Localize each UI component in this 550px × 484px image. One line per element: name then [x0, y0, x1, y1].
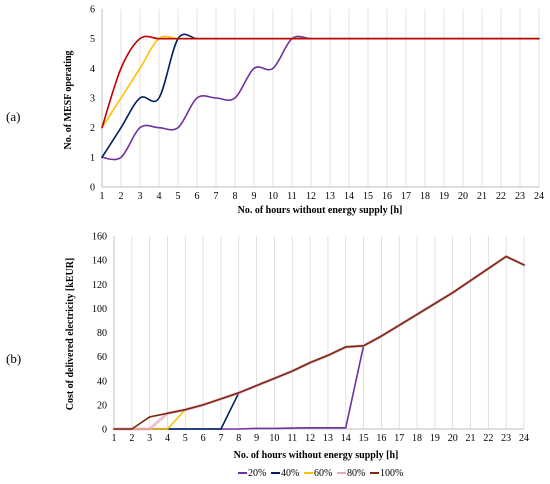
chart-b-y-tick-label: 40: [97, 376, 107, 387]
chart-b-x-tick-label: 19: [430, 433, 440, 444]
chart-b-x-tick-label: 1: [112, 433, 117, 444]
chart-a-x-tick-label: 18: [420, 191, 430, 202]
chart-b-x-tick-label: 14: [341, 433, 351, 444]
chart-b-x-tick-label: 7: [218, 433, 223, 444]
chart-b-x-tick-label: 24: [519, 433, 529, 444]
chart-a-series-line-3: [101, 35, 540, 129]
chart-a-y-tick-label: 3: [90, 94, 95, 105]
chart-b-y-tick-label: 80: [97, 328, 107, 339]
chart-a-x-tick-label: 14: [344, 191, 354, 202]
chart-b-x-tick-label: 12: [305, 433, 315, 444]
chart-a-x-tick-label: 6: [195, 191, 200, 202]
chart-a-y-tick-label: 1: [90, 153, 95, 164]
chart-b: 1 2 3 4 5 6 7 8 9 10 11 12 13 14 15 16 17 18 19 20 21 22 23 240…: [92, 232, 529, 445]
chart-b-x-tick-label: 8: [236, 433, 241, 444]
chart-a-x-tick-label: 10: [268, 191, 278, 202]
chart-a-x-tick-label: 9: [252, 191, 257, 202]
chart-a-y-axis-title: No. of MESF operating: [63, 50, 74, 149]
chart-a-x-tick-label: 24: [534, 191, 544, 202]
chart-a-x-tick-label: 7: [214, 191, 219, 202]
chart-b-x-tick-label: 15: [359, 433, 369, 444]
chart-b-y-axis-title: Cost of delivered electricity [kEUR]: [65, 258, 76, 411]
legend-label: 80%: [347, 468, 365, 479]
chart-b-x-tick-label: 17: [394, 433, 404, 444]
chart-a-x-tick-label: 19: [439, 191, 449, 202]
chart-a-y-tick-label: 4: [90, 64, 95, 75]
chart-a-x-tick-label: 11: [287, 191, 297, 202]
chart-a-x-tick-label: 13: [325, 191, 335, 202]
chart-b-x-tick-label: 16: [376, 433, 386, 444]
chart-a-y-tick-label: 2: [90, 123, 95, 134]
chart-b-x-tick-label: 23: [501, 433, 511, 444]
chart-b-x-tick-label: 3: [147, 433, 152, 444]
legend-label: 40%: [281, 468, 299, 479]
chart-a: 1 2 3 4 5 6 7 8 9 10 11 12 13 14 15 16 17 18 19 20 21 22 23 240…: [90, 5, 544, 203]
panel-label-a: (a): [6, 109, 20, 124]
chart-a-x-tick-label: 2: [119, 191, 124, 202]
chart-b-y-tick-label: 160: [92, 232, 107, 243]
chart-a-x-axis-title: No. of hours without energy supply [h]: [238, 205, 403, 216]
chart-b-series-line-20pct: [113, 255, 525, 430]
chart-b-series-line-80pct: [112, 255, 526, 431]
chart-b-x-tick-label: 2: [129, 433, 134, 444]
legend-label: 20%: [248, 468, 266, 479]
chart-a-x-tick-label: 23: [515, 191, 525, 202]
chart-a-x-tick-label: 5: [176, 191, 181, 202]
chart-b-x-tick-label: 20: [448, 433, 458, 444]
chart-b-x-tick-label: 11: [287, 433, 297, 444]
chart-b-series-line-100pct: [113, 255, 525, 430]
chart-a-x-tick-label: 16: [382, 191, 392, 202]
legend-label: 60%: [314, 468, 332, 479]
chart-a-series-line-4: [101, 35, 540, 129]
chart-b-x-tick-label: 18: [412, 433, 422, 444]
chart-b-x-tick-label: 10: [269, 433, 279, 444]
chart-a-x-tick-label: 22: [496, 191, 506, 202]
chart-a-x-tick-label: 12: [306, 191, 316, 202]
chart-a-x-tick-label: 21: [477, 191, 487, 202]
chart-a-y-tick-label: 6: [90, 5, 95, 16]
panel-label-b: (b): [6, 351, 21, 366]
chart-a-x-tick-label: 8: [233, 191, 238, 202]
chart-b-x-tick-label: 5: [183, 433, 188, 444]
legend-label: 100%: [380, 468, 403, 479]
chart-b-y-tick-label: 20: [97, 400, 107, 411]
chart-b-x-tick-label: 9: [254, 433, 259, 444]
chart-a-x-tick-label: 17: [401, 191, 411, 202]
chart-b-y-tick-label: 100: [92, 304, 107, 315]
chart-b-legend: 20% 40% 60% 80% 100%: [238, 468, 403, 479]
chart-a-x-tick-label: 4: [157, 191, 162, 202]
chart-a-x-tick-label: 15: [363, 191, 373, 202]
chart-a-x-tick-label: 1: [100, 191, 105, 202]
chart-b-x-tick-label: 4: [165, 433, 170, 444]
chart-b-y-tick-label: 120: [92, 280, 107, 291]
chart-b-series-line-40pct: [113, 255, 525, 430]
chart-a-y-tick-label: 0: [90, 183, 95, 194]
chart-a-x-tick-label: 20: [458, 191, 468, 202]
chart-b-series-line-60pct: [113, 255, 525, 430]
chart-b-x-tick-label: 6: [201, 433, 206, 444]
chart-b-x-tick-label: 22: [483, 433, 493, 444]
chart-b-x-tick-label: 21: [466, 433, 476, 444]
chart-a-y-tick-label: 5: [90, 34, 95, 45]
chart-b-y-tick-label: 0: [102, 425, 107, 436]
chart-a-series-line-1: [101, 35, 540, 161]
chart-b-y-tick-label: 60: [97, 352, 107, 363]
chart-a-x-tick-label: 3: [138, 191, 143, 202]
chart-b-x-axis-title: No. of hours without energy supply [h]: [234, 450, 399, 461]
chart-b-y-tick-label: 140: [92, 256, 107, 267]
chart-a-series-line-2: [101, 33, 540, 159]
chart-b-x-tick-label: 13: [323, 433, 333, 444]
